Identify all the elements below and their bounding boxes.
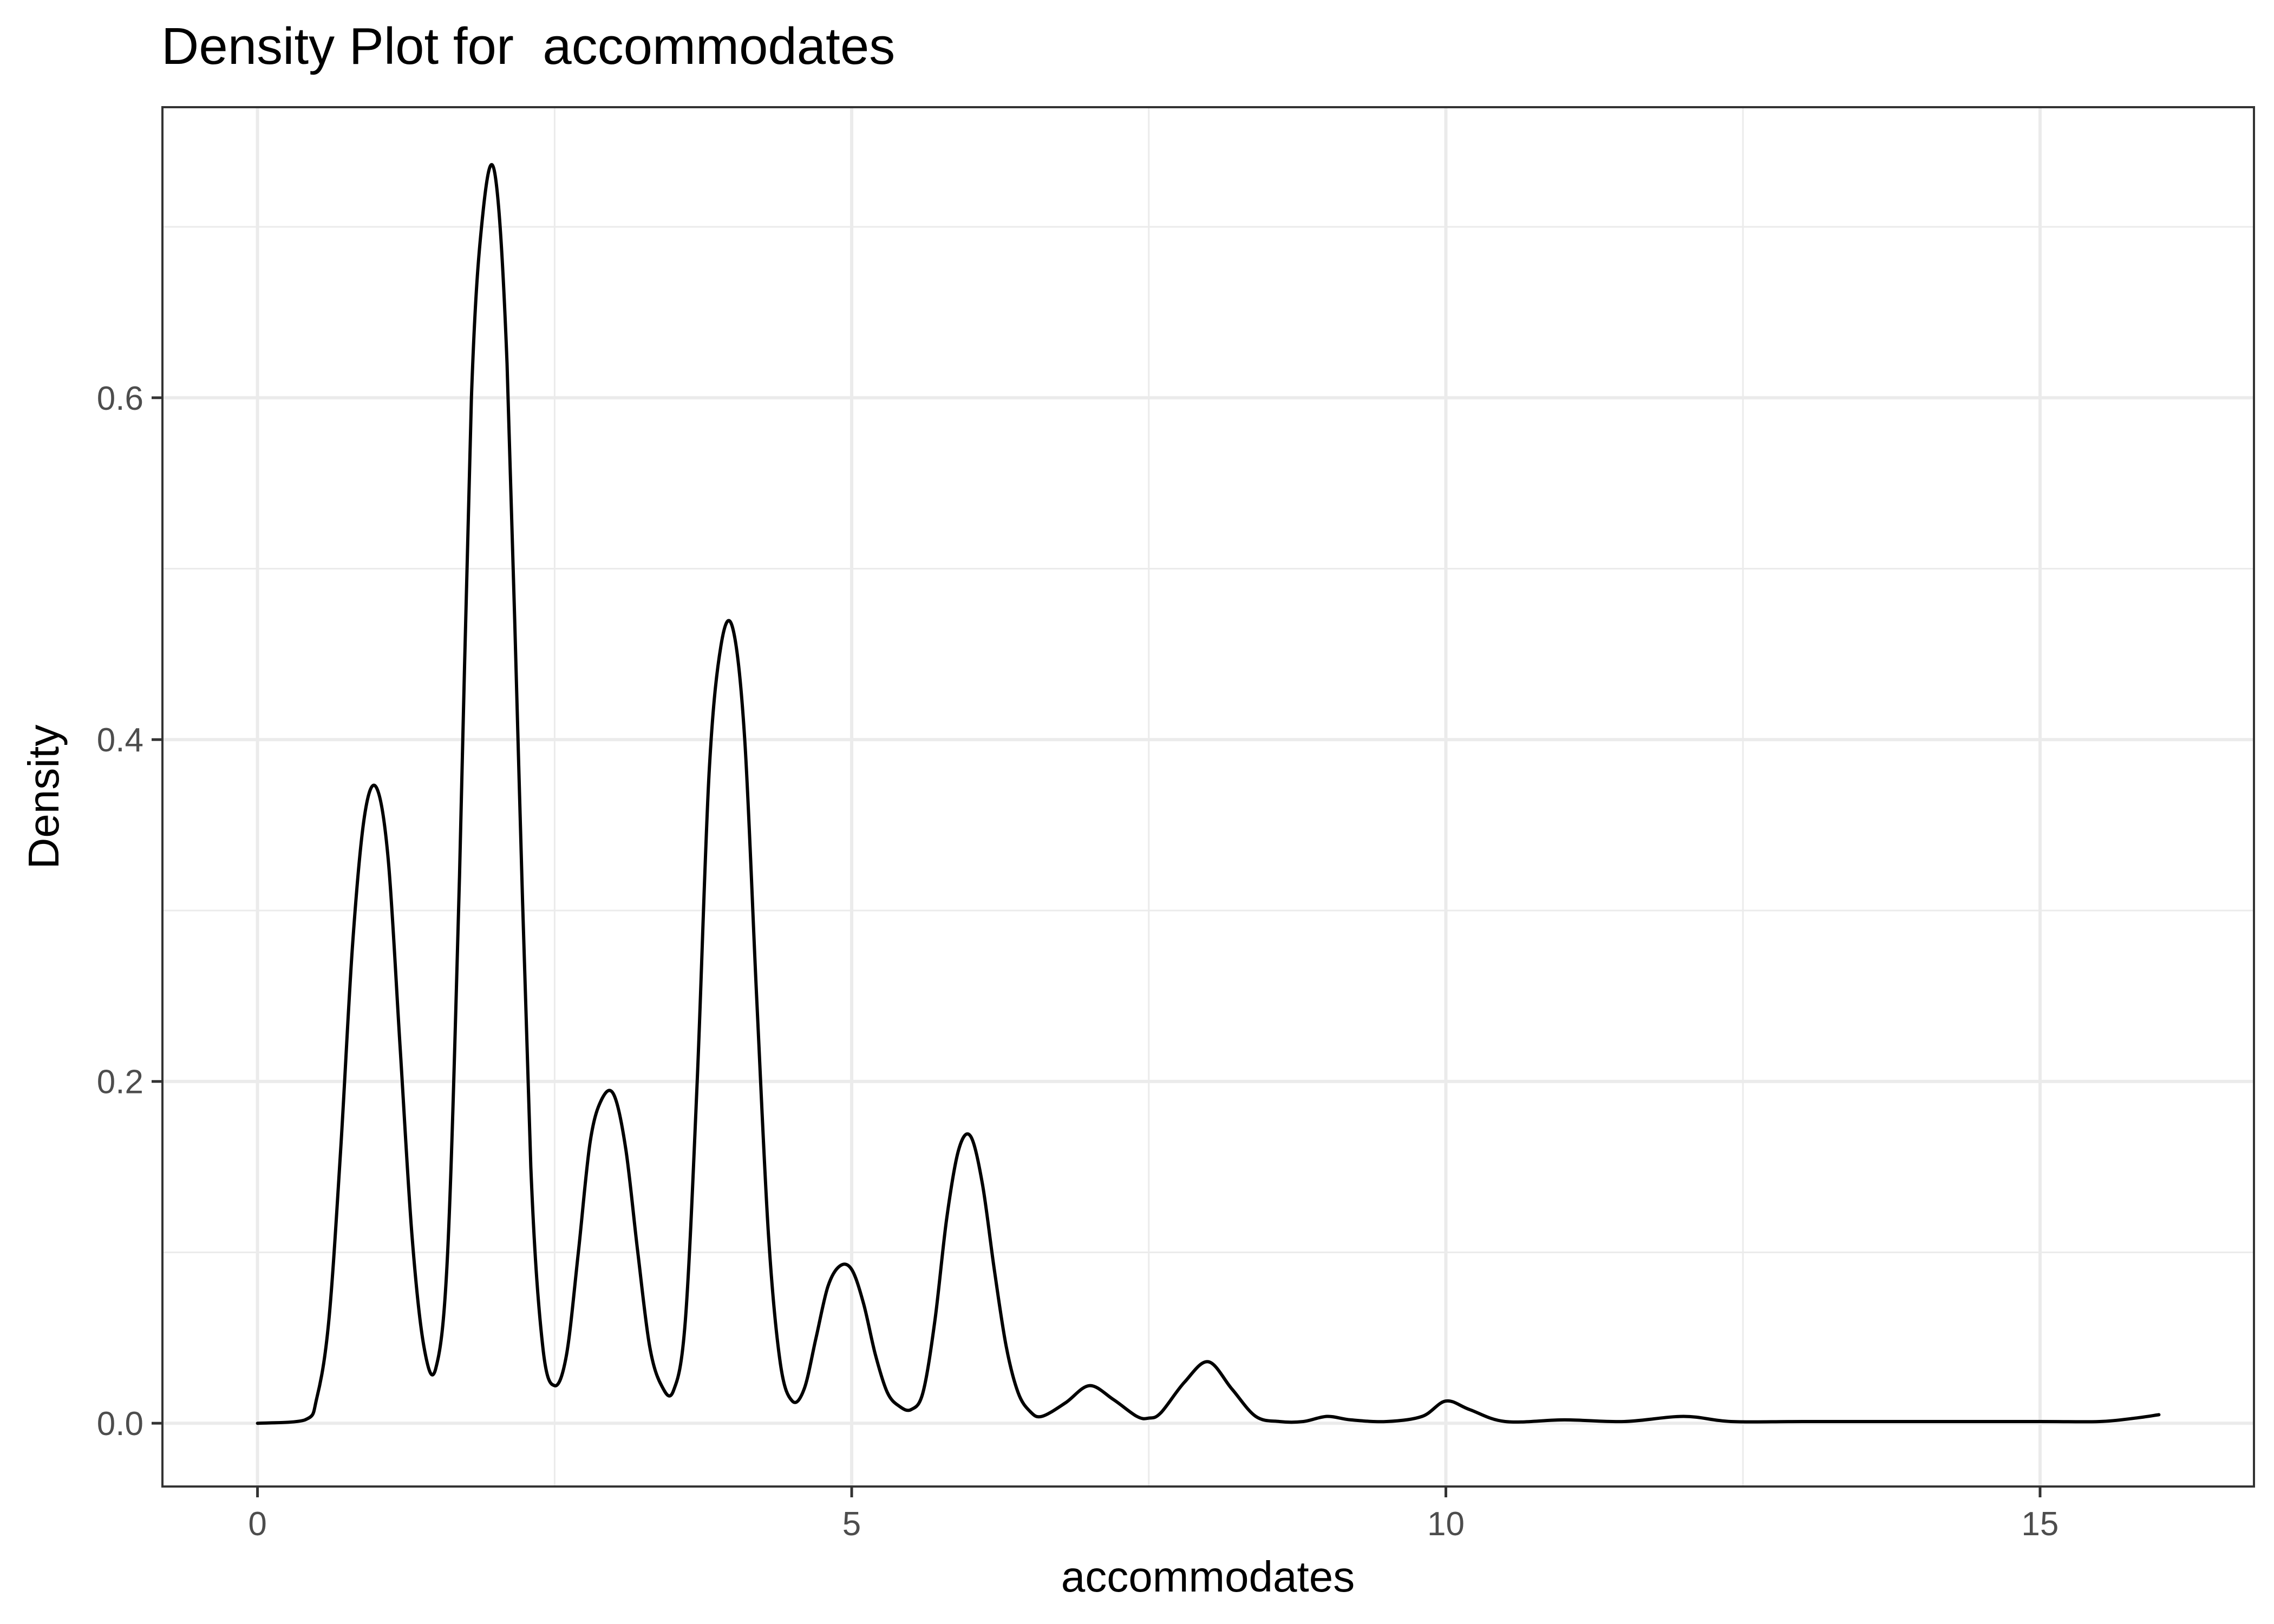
y-tick-label: 0.0 bbox=[97, 1405, 143, 1443]
grid-lines bbox=[162, 107, 2254, 1487]
axis-ticks bbox=[152, 396, 2042, 1497]
y-tick-label: 0.2 bbox=[97, 1064, 143, 1101]
x-tick-label: 10 bbox=[1427, 1505, 1465, 1543]
y-tick-label: 0.4 bbox=[97, 722, 143, 759]
y-axis-title: Density bbox=[19, 725, 68, 869]
chart-title: Density Plot for accommodates bbox=[161, 17, 895, 75]
x-tick-label: 15 bbox=[2021, 1505, 2059, 1543]
x-axis-tick-labels: 0 5 10 15 bbox=[248, 1505, 2059, 1543]
y-axis-tick-labels: 0.0 0.2 0.4 0.6 bbox=[97, 380, 143, 1443]
x-axis-title: accommodates bbox=[1061, 1553, 1355, 1601]
panel-border bbox=[161, 106, 2255, 1488]
x-tick-label: 0 bbox=[248, 1505, 266, 1543]
x-tick-label: 5 bbox=[842, 1505, 861, 1543]
y-tick-label: 0.6 bbox=[97, 380, 143, 417]
density-line bbox=[256, 163, 2161, 1425]
plot-panel bbox=[162, 107, 2254, 1487]
